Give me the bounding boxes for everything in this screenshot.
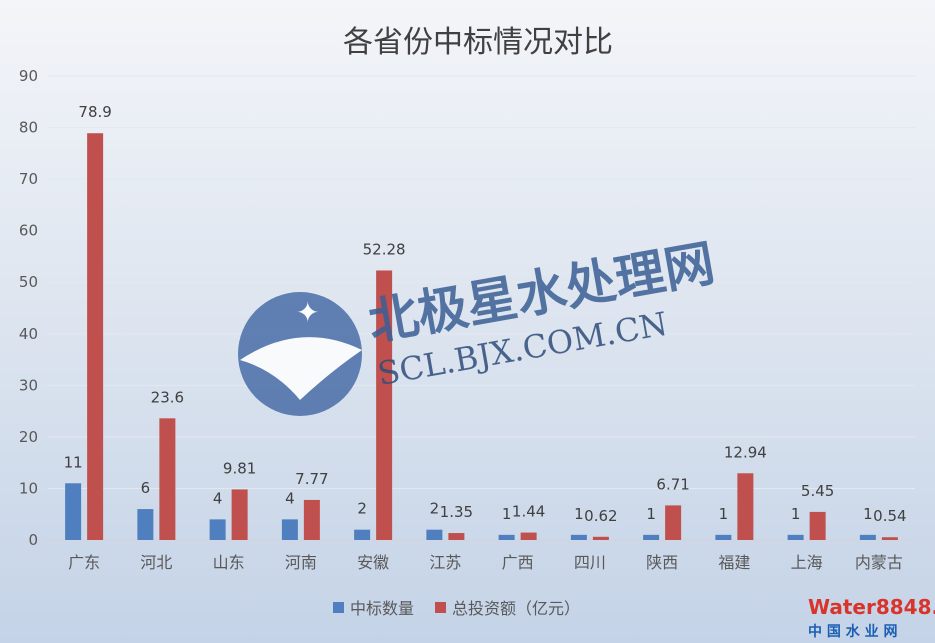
bar-investment [592, 536, 609, 540]
x-category-label: 河南 [285, 553, 317, 572]
bar-count [859, 534, 876, 540]
y-tick-label: 50 [19, 273, 38, 291]
bar-investment [809, 511, 826, 540]
corner-logo-sub: 中 国 水 业 网 [808, 623, 898, 640]
bar-count [498, 534, 515, 540]
x-category-label: 山东 [213, 553, 245, 572]
data-label: 23.6 [151, 388, 184, 406]
bar-investment [303, 499, 320, 540]
bar-count [281, 519, 298, 540]
bar-count [65, 483, 82, 540]
corner-logo: Water8848.com 中 国 水 业 网 [808, 595, 935, 640]
bar-count [137, 509, 154, 540]
y-tick-label: 40 [19, 325, 38, 343]
legend-swatch-count [333, 602, 344, 613]
legend: 中标数量 总投资额（亿元） [333, 599, 580, 618]
x-category-label: 上海 [791, 553, 823, 572]
watermark-logo: ✦ 北极星水处理网 SCL.BJX.COM.CN [238, 234, 719, 416]
bar-count [643, 534, 660, 540]
bar-investment [231, 489, 248, 540]
y-tick-label: 10 [19, 479, 38, 497]
x-category-label: 河北 [140, 553, 172, 572]
x-category-label: 安徽 [357, 553, 389, 572]
bar-investment [737, 473, 754, 540]
bar-count [354, 529, 371, 540]
data-label: 1 [791, 505, 801, 523]
y-tick-label: 30 [19, 376, 38, 394]
bar-investment [665, 505, 682, 540]
data-label: 2 [430, 500, 440, 518]
data-label: 9.81 [223, 459, 256, 477]
bar-count [787, 534, 804, 540]
data-label: 0.62 [584, 507, 617, 525]
data-label: 7.77 [295, 470, 328, 488]
data-label: 1 [502, 505, 512, 523]
corner-logo-text: Water8848.com [808, 595, 935, 619]
data-label: 1.35 [440, 503, 473, 521]
data-label: 6 [141, 479, 151, 497]
data-label: 1 [863, 505, 873, 523]
bar-count [209, 519, 226, 540]
bar-investment [520, 532, 537, 540]
star-icon: ✦ [296, 296, 319, 329]
bar-investment [87, 133, 104, 540]
bar-investment [448, 533, 465, 540]
y-tick-label: 70 [19, 170, 38, 188]
x-category-label: 内蒙古 [855, 553, 903, 572]
data-label: 1 [719, 505, 729, 523]
legend-label-count: 中标数量 [350, 599, 414, 618]
data-label: 78.9 [78, 103, 111, 121]
y-tick-label: 80 [19, 119, 38, 137]
x-category-label: 广西 [502, 553, 534, 572]
bar-investment [376, 270, 393, 540]
data-label: 12.94 [724, 443, 767, 461]
y-tick-label: 60 [19, 222, 38, 240]
y-tick-label: 90 [19, 67, 38, 85]
data-label: 1.44 [512, 503, 545, 521]
data-label: 2 [357, 500, 367, 518]
data-label: 4 [213, 489, 223, 507]
data-label: 0.54 [873, 507, 906, 525]
data-label: 1 [646, 505, 656, 523]
data-label: 52.28 [363, 240, 406, 258]
legend-label-investment: 总投资额（亿元） [452, 599, 580, 618]
chart-title: 各省份中标情况对比 [343, 25, 613, 60]
bar-count [426, 529, 443, 540]
bar-investment [159, 418, 176, 540]
data-label: 5.45 [801, 482, 834, 500]
legend-swatch-investment [435, 602, 446, 613]
bar-investment [881, 537, 898, 540]
x-category-label: 广东 [68, 553, 100, 572]
data-label: 11 [64, 453, 83, 471]
y-tick-label: 0 [28, 531, 38, 549]
bar-count [570, 534, 587, 540]
x-category-label: 福建 [718, 553, 750, 572]
x-category-label: 陕西 [646, 553, 678, 572]
data-label: 1 [574, 505, 584, 523]
x-category-label: 四川 [574, 553, 606, 572]
x-category-label: 江苏 [429, 553, 461, 572]
bar-count [715, 534, 732, 540]
data-label: 4 [285, 489, 295, 507]
data-label: 6.71 [656, 475, 689, 493]
y-tick-label: 20 [19, 428, 38, 446]
